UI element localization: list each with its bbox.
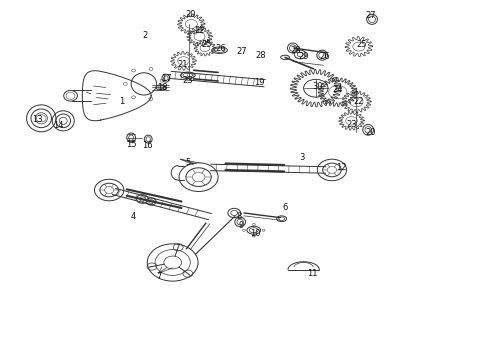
- Text: 4: 4: [131, 212, 136, 221]
- Text: 29: 29: [298, 52, 309, 61]
- Text: 8: 8: [237, 212, 242, 221]
- Text: 27: 27: [236, 47, 247, 56]
- Text: 7: 7: [156, 271, 161, 280]
- Text: 20: 20: [185, 10, 196, 19]
- Text: 5: 5: [185, 158, 191, 167]
- Text: 2: 2: [142, 31, 147, 40]
- Text: 21: 21: [177, 60, 188, 69]
- Text: 30: 30: [312, 82, 322, 91]
- Text: 22: 22: [195, 26, 205, 35]
- Text: 23: 23: [182, 76, 193, 85]
- Text: 25: 25: [356, 40, 367, 49]
- Text: 22: 22: [353, 97, 364, 106]
- Text: 19: 19: [254, 78, 265, 87]
- Text: 25: 25: [202, 40, 212, 49]
- Text: 26: 26: [319, 52, 330, 61]
- Text: 15: 15: [126, 140, 137, 149]
- Text: 16: 16: [142, 141, 152, 150]
- Text: 6: 6: [283, 203, 288, 212]
- Text: 17: 17: [162, 75, 172, 84]
- Text: 23: 23: [346, 120, 357, 129]
- Text: 3: 3: [299, 153, 305, 162]
- Text: 24: 24: [333, 85, 343, 94]
- Text: 10: 10: [250, 229, 261, 238]
- Text: 14: 14: [53, 121, 64, 130]
- Text: 28: 28: [256, 51, 267, 60]
- Text: 13: 13: [32, 114, 43, 123]
- Text: 28: 28: [290, 46, 301, 55]
- Text: 26: 26: [215, 44, 226, 53]
- Text: 1: 1: [119, 97, 124, 106]
- Text: 27: 27: [366, 11, 376, 20]
- Text: 20: 20: [366, 128, 376, 137]
- Text: 12: 12: [336, 163, 346, 172]
- Text: 11: 11: [307, 269, 318, 278]
- Text: 9: 9: [239, 221, 244, 230]
- Text: 18: 18: [157, 83, 167, 92]
